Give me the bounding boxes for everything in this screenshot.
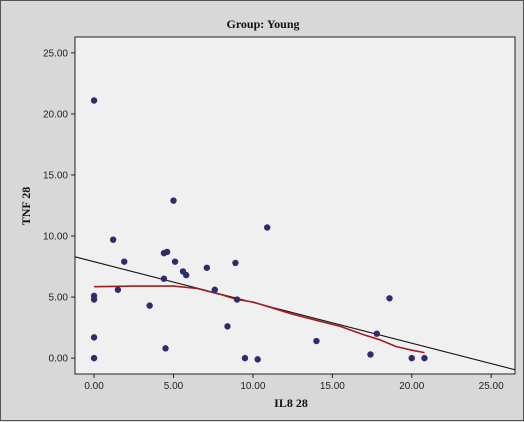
data-point xyxy=(90,354,98,362)
x-tick-label: 20.00 xyxy=(399,381,424,392)
x-axis-title: IL8 28 xyxy=(274,396,308,410)
data-point xyxy=(421,354,428,362)
data-point xyxy=(162,345,169,352)
y-tick-label: 20.00 xyxy=(43,109,68,120)
data-point xyxy=(109,236,117,243)
x-tick-label: 25.00 xyxy=(479,381,504,392)
data-point xyxy=(90,334,98,341)
data-point xyxy=(386,295,393,302)
x-tick-label: 15.00 xyxy=(320,381,345,392)
y-axis-title: TNF 28 xyxy=(19,187,33,226)
data-point xyxy=(313,337,320,345)
data-point xyxy=(254,356,261,363)
data-point xyxy=(146,302,153,309)
y-tick-label: 0.00 xyxy=(49,354,69,365)
y-tick-label: 10.00 xyxy=(43,232,68,243)
data-point xyxy=(182,271,190,279)
x-tick-label: 5.00 xyxy=(164,381,184,392)
data-points xyxy=(90,97,428,363)
data-point xyxy=(171,258,179,265)
loess-fit-line xyxy=(94,285,425,354)
data-point xyxy=(367,351,374,358)
chart-title: Group: Young xyxy=(226,17,299,31)
data-point xyxy=(114,286,122,293)
x-tick-label: 10.00 xyxy=(240,381,265,392)
data-point xyxy=(373,330,381,337)
linear-fit-line xyxy=(74,256,516,371)
data-point xyxy=(163,248,171,256)
chart-lines xyxy=(74,256,516,371)
data-point xyxy=(224,323,231,330)
data-point xyxy=(233,296,241,303)
data-point xyxy=(211,286,218,293)
y-tick-label: 5.00 xyxy=(49,293,69,304)
y-tick-label: 25.00 xyxy=(43,48,68,59)
data-point xyxy=(264,224,271,231)
data-point xyxy=(160,275,168,282)
x-tick-label: 0.00 xyxy=(84,381,104,392)
data-point xyxy=(408,354,415,362)
x-axis: 0.00 5.00 10.00 15.00 20.00 25.00 xyxy=(84,374,504,392)
y-axis: 0.00 5.00 10.00 15.00 20.00 25.00 xyxy=(43,48,75,365)
data-point xyxy=(232,259,239,267)
data-point xyxy=(121,258,128,265)
data-point xyxy=(170,197,177,204)
data-point xyxy=(90,296,98,303)
y-tick-label: 15.00 xyxy=(43,170,68,181)
plot-area xyxy=(74,36,516,375)
data-point xyxy=(203,264,211,271)
data-point xyxy=(90,97,98,104)
data-point xyxy=(241,354,249,362)
